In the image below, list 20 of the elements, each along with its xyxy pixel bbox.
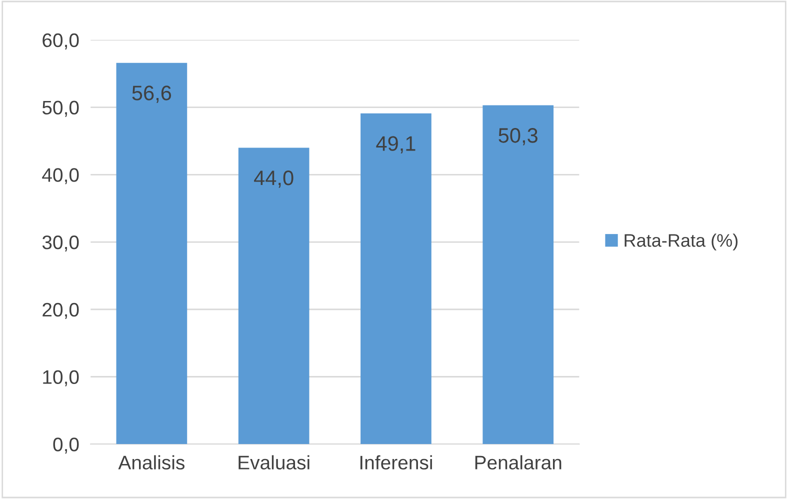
bar	[360, 113, 432, 444]
bar	[482, 105, 554, 444]
x-tick-label: Evaluasi	[238, 455, 310, 470]
y-tick-label: 50,0	[42, 100, 79, 117]
y-tick-label: 20,0	[42, 302, 79, 319]
y-tick-label: 60,0	[42, 33, 79, 50]
data-label: 49,1	[376, 136, 416, 154]
y-tick-label: 30,0	[42, 235, 79, 252]
y-tick-label: 40,0	[42, 168, 79, 184]
legend-label: Rata-Rata (%)	[624, 234, 738, 250]
data-label: 56,6	[132, 86, 172, 103]
data-label: 50,3	[498, 128, 538, 146]
x-tick-label: Inferensi	[360, 455, 432, 470]
x-tick-label: Analisis	[118, 455, 184, 470]
bar	[238, 148, 310, 444]
data-label: 44,0	[254, 170, 294, 188]
y-tick-label: 0,0	[53, 438, 79, 454]
x-tick-label: Penalaran	[475, 455, 562, 470]
y-tick-label: 10,0	[43, 370, 79, 386]
bar	[116, 62, 188, 444]
